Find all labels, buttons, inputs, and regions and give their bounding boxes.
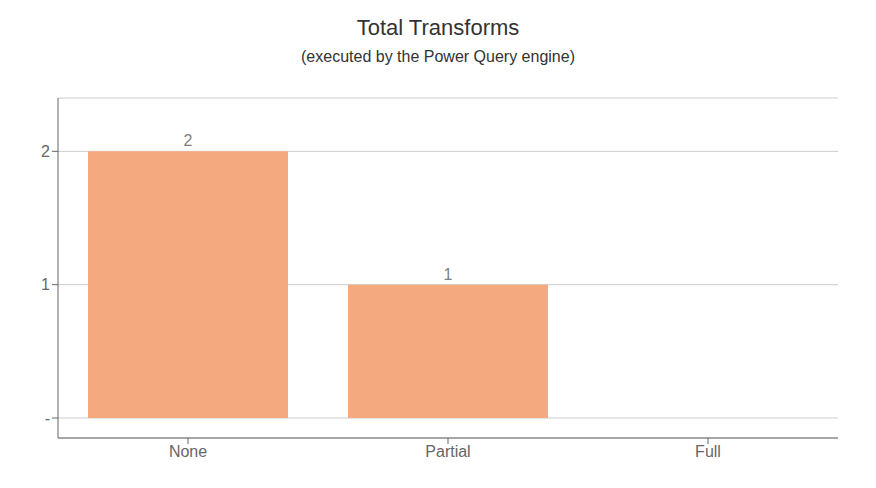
svg-text:-: - <box>45 410 50 427</box>
svg-text:2: 2 <box>41 143 50 160</box>
svg-text:Full: Full <box>695 443 721 460</box>
svg-text:1: 1 <box>41 276 50 293</box>
svg-text:2: 2 <box>184 132 193 149</box>
svg-text:1: 1 <box>444 266 453 283</box>
html-text:(executed by the Power Query e: (executed by the Power Query engine) <box>301 48 575 65</box>
html-text:Total Transforms: Total Transforms <box>356 15 520 40</box>
svg-text:None: None <box>169 443 207 460</box>
svg-text:Partial: Partial <box>425 443 470 460</box>
